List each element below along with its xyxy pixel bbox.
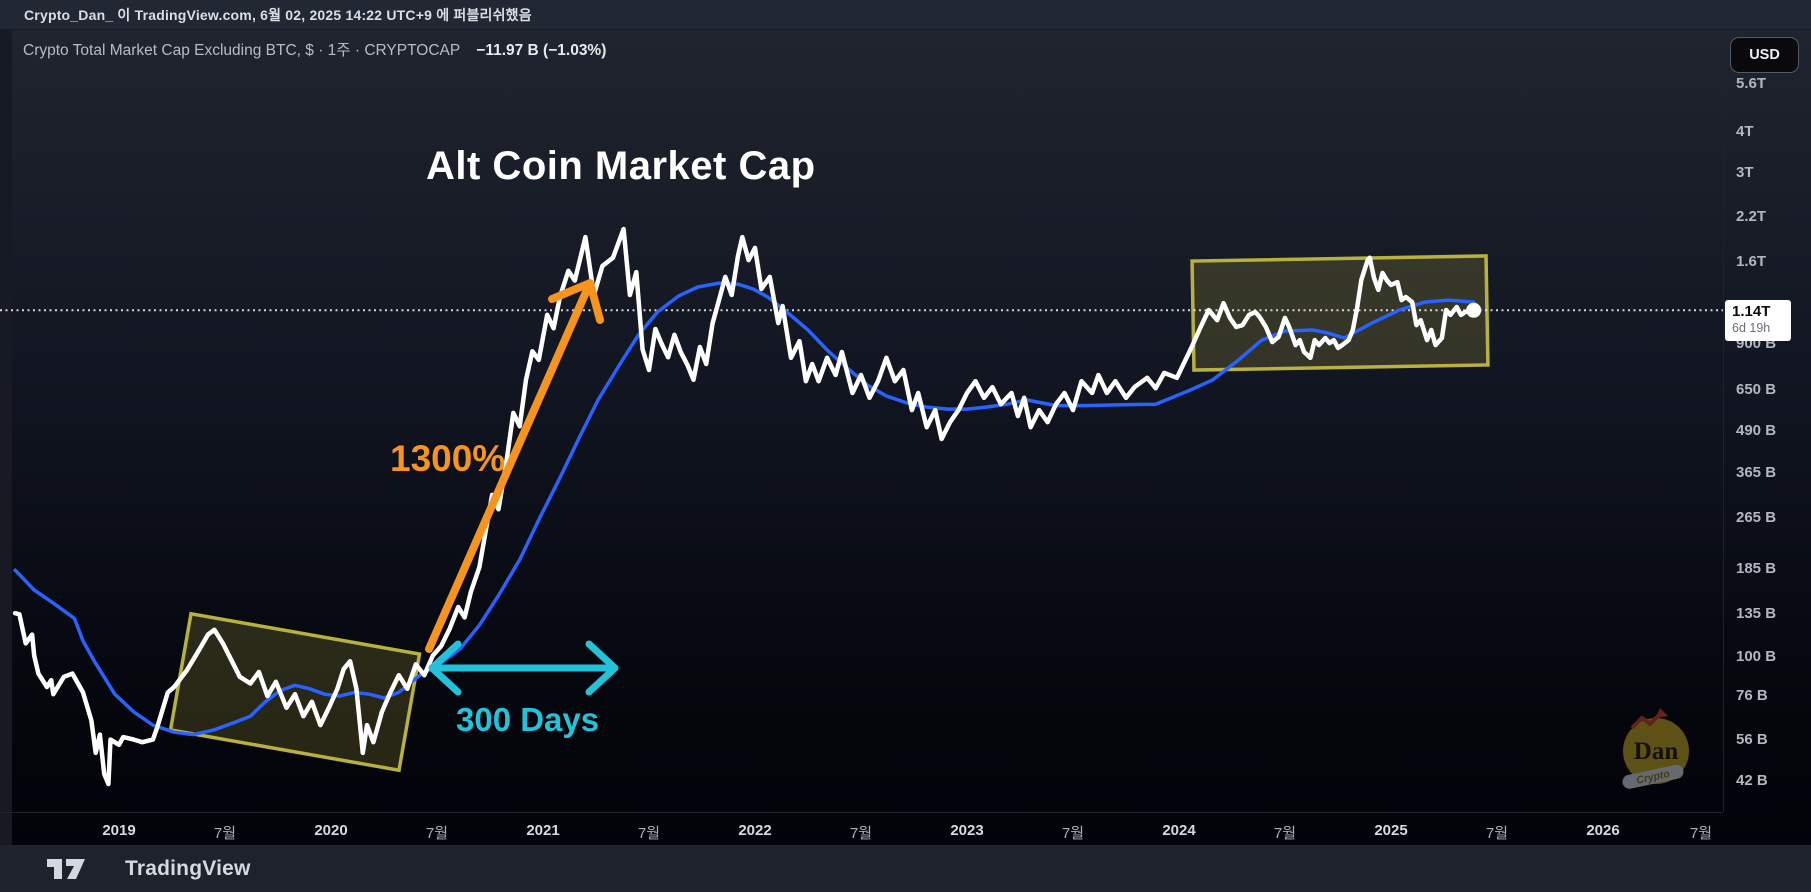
market-cap-line: [12, 226, 1476, 787]
x-axis-label: 7월: [1485, 825, 1509, 842]
symbol-title: Crypto Total Market Cap Excluding BTC, $…: [23, 42, 460, 59]
symbol-legend[interactable]: Crypto Total Market Cap Excluding BTC, $…: [23, 38, 606, 60]
x-axis-label: 7월: [849, 825, 873, 842]
x-axis-label: 2023: [950, 822, 984, 839]
bar-countdown: 6d 19h: [1732, 321, 1771, 335]
chart-left-margin: [0, 30, 12, 845]
y-axis-label: 365 B: [1736, 464, 1777, 481]
y-axis-label: 5.6T: [1736, 75, 1767, 92]
x-axis-label: 7월: [425, 825, 449, 842]
price-axis-divider: [1723, 30, 1724, 812]
y-axis-label: 185 B: [1736, 560, 1777, 577]
x-axis-label: 7월: [637, 825, 661, 842]
y-axis-label: 650 B: [1736, 381, 1777, 398]
y-axis-label: 76 B: [1736, 687, 1768, 704]
tradingview-brand-link[interactable]: TradingView: [125, 856, 251, 880]
last-price-dot: [1466, 302, 1482, 318]
x-axis-label: 7월: [213, 825, 237, 842]
currency-toggle-button[interactable]: USD: [1730, 37, 1799, 73]
y-axis-label: 3T: [1736, 164, 1754, 181]
y-axis-label: 2.2T: [1736, 208, 1767, 225]
publish-info-bar: Crypto_Dan_ 이 TradingView.com, 6월 02, 20…: [0, 0, 1811, 30]
duration-double-arrow: [428, 640, 619, 696]
y-axis-label: 265 B: [1736, 509, 1777, 526]
annotation-300-days: 300 Days: [456, 701, 600, 738]
current-price-label: 1.14T 6d 19h: [1725, 300, 1791, 341]
moving-average-line: [13, 281, 1476, 737]
x-axis-label: 2026: [1586, 822, 1620, 839]
y-axis-label: 4T: [1736, 123, 1754, 140]
x-axis-label: 7월: [1689, 825, 1713, 842]
y-axis-label: 135 B: [1736, 605, 1777, 622]
x-axis-label: 2020: [314, 822, 348, 839]
y-axis-label: 1.6T: [1736, 253, 1767, 270]
percent-gain-arrow: [425, 279, 604, 653]
tradingview-logo-icon[interactable]: [38, 856, 100, 882]
annotation-1300-percent: 1300%: [390, 438, 506, 479]
y-axis-label: 56 B: [1736, 731, 1768, 748]
annotation-alt-coin-title: Alt Coin Market Cap: [426, 144, 816, 188]
x-axis-label: 2019: [102, 822, 136, 839]
y-axis-label: 100 B: [1736, 648, 1777, 665]
x-axis-label: 2024: [1162, 822, 1196, 839]
y-axis-label: 42 B: [1736, 772, 1768, 789]
footer-bar: TradingView: [0, 845, 1811, 892]
time-axis-divider: [0, 812, 1723, 813]
x-axis-label: 7월: [1061, 825, 1085, 842]
price-axis[interactable]: 5.6T 4T 3T 2.2T 1.6T 900 B 650 B 490 B 365 B 265 …: [1723, 30, 1811, 812]
dan-crypto-watermark: Dan Crypto: [1612, 706, 1708, 792]
x-axis-label: 2025: [1374, 822, 1408, 839]
time-axis[interactable]: 2019 7월 2020 7월 2021 7월 2022 7월 2023 7월 2024 7월 2025…: [0, 820, 1723, 846]
current-price-value: 1.14T: [1732, 303, 1771, 320]
x-axis-label: 7월: [1273, 825, 1297, 842]
watermark-arrowhead-icon: [1656, 708, 1668, 718]
x-axis-label: 2021: [526, 822, 560, 839]
watermark-name: Dan: [1634, 738, 1679, 765]
publish-info-text: Crypto_Dan_ 이 TradingView.com, 6월 02, 20…: [24, 6, 532, 23]
y-axis-label: 490 B: [1736, 422, 1777, 439]
x-axis-label: 2022: [738, 822, 772, 839]
symbol-change-value: −11.97 B (−1.03%): [476, 42, 607, 59]
watermark-banner: [1622, 764, 1684, 789]
